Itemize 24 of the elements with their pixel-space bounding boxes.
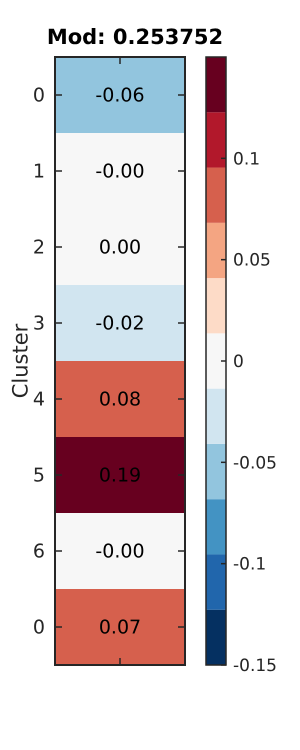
chart-title: Mod: 0.253752 xyxy=(46,25,224,49)
y-tick-label: 1 xyxy=(32,160,45,183)
color-bar-label: 0.1 xyxy=(233,149,260,170)
color-bar-label: -0.15 xyxy=(233,656,277,676)
y-tick-label: 6 xyxy=(32,540,45,563)
data-label: 0.19 xyxy=(98,464,142,487)
data-label: -0.06 xyxy=(95,84,145,107)
y-axis-title: Cluster xyxy=(8,323,32,398)
y-tick-label: 0 xyxy=(32,616,45,639)
color-bar-label: -0.05 xyxy=(233,453,277,474)
data-label: -0.02 xyxy=(95,312,145,335)
y-tick-label: 5 xyxy=(32,464,45,487)
data-label: 0.00 xyxy=(98,236,142,259)
color-bar-label: -0.1 xyxy=(233,554,266,575)
y-tick-label: 3 xyxy=(32,312,45,335)
y-tick-label: 0 xyxy=(32,84,45,107)
y-tick-label: 2 xyxy=(32,236,45,259)
color-bar-label: 0.05 xyxy=(233,250,271,271)
data-label: -0.00 xyxy=(95,540,145,563)
data-label: -0.00 xyxy=(95,160,145,183)
y-tick-label: 4 xyxy=(32,388,45,411)
data-label: 0.07 xyxy=(98,616,142,639)
data-label: 0.08 xyxy=(98,388,142,411)
color-bar-label: 0 xyxy=(233,352,244,372)
